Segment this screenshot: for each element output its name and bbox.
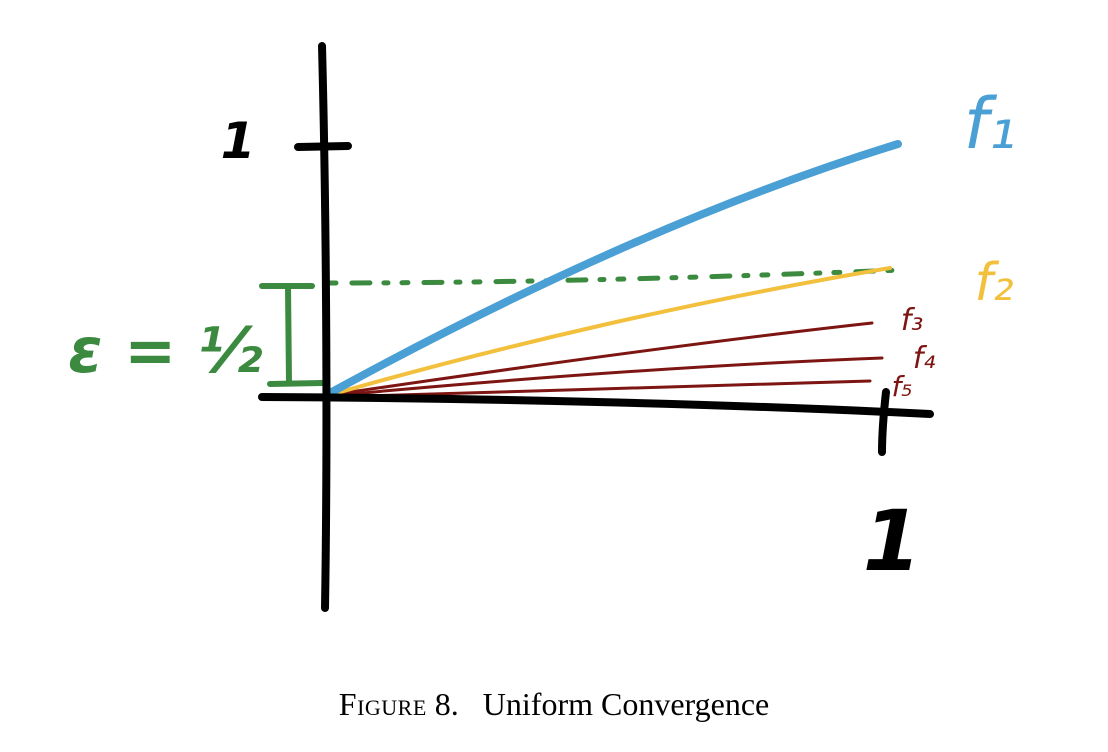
epsilon-bracket xyxy=(259,283,325,387)
y-axis xyxy=(318,42,331,612)
curve-f4 xyxy=(328,356,884,398)
figure-caption: Figure 8. Uniform Convergence xyxy=(0,686,1108,723)
epsilon-dashed-line xyxy=(327,267,903,286)
label-f1: f₁ xyxy=(964,83,1017,165)
epsilon-label: ε = ½ xyxy=(68,314,263,387)
x-tick-label: 1 xyxy=(863,492,921,590)
caption-label: Figure xyxy=(338,686,427,722)
sketch-canvas: 1 1 ε = ½ f₁ f₂ f₃ f₄ f₅ xyxy=(68,42,1017,612)
label-f2: f₂ xyxy=(974,253,1013,313)
curve-f3 xyxy=(328,321,874,397)
curve-f1 xyxy=(326,140,902,397)
label-f5: f₅ xyxy=(891,370,912,403)
y-tick-mark xyxy=(294,142,352,151)
x-tick-mark xyxy=(878,388,890,456)
y-tick-label: 1 xyxy=(221,112,256,170)
curve-f2 xyxy=(328,266,892,397)
label-f4: f₄ xyxy=(913,341,936,376)
caption-number: 8. xyxy=(434,686,459,722)
caption-text: Uniform Convergence xyxy=(482,686,770,722)
x-axis xyxy=(258,393,934,418)
label-f3: f₃ xyxy=(901,303,924,338)
